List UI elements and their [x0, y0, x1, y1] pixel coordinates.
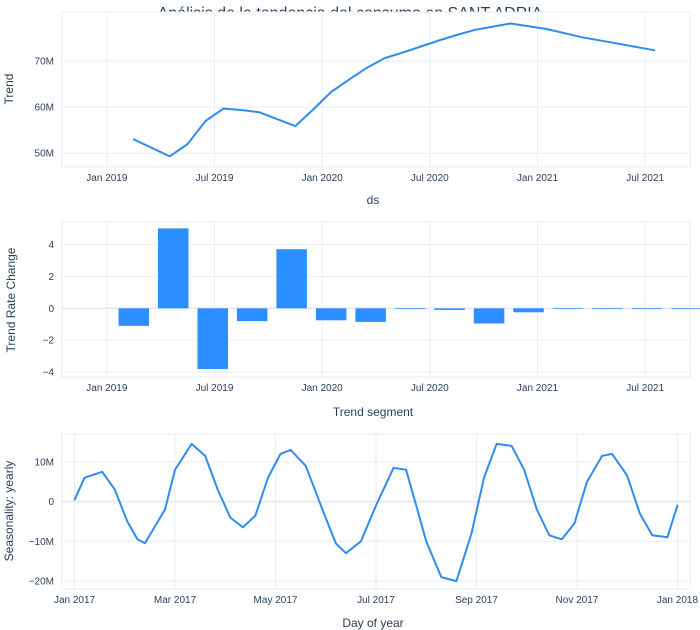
trend-rate-change-panel: Jan 2019 Jul 2019 Jan 2020 Jul 2020 Jan 2021… [4, 221, 700, 419]
x-tick-label: Jan 2018 [657, 595, 699, 606]
y-tick-label: 4 [48, 240, 54, 251]
trend-x-axis-label: ds [367, 193, 380, 207]
x-tick-label: Jan 2020 [302, 383, 344, 394]
trend-plot-area [61, 11, 691, 168]
y-tick-label: 2 [48, 272, 54, 283]
rate-change-bar [197, 308, 228, 369]
x-tick-label: Jul 2017 [357, 595, 395, 606]
rate-change-bar [236, 308, 268, 322]
y-tick-label: 0 [48, 497, 54, 508]
seasonality-yearly-line [73, 442, 679, 583]
trend-panel: Jan 2019 Jul 2019 Jan 2020 Jul 2020 Jan 2021… [2, 11, 691, 207]
rate-change-bar [671, 308, 700, 310]
y-tick-label: 10M [35, 457, 54, 468]
x-tick-label: Jul 2021 [626, 383, 664, 394]
rate-change-bar [118, 308, 149, 326]
rate-change-bar [394, 308, 426, 310]
y-tick-label: −20M [29, 577, 54, 588]
rate-change-bar [631, 308, 663, 310]
x-tick-label: Jul 2019 [196, 173, 234, 184]
rate-change-bar [315, 308, 347, 321]
x-tick-label: Jan 2020 [302, 173, 344, 184]
rate-change-bar [355, 308, 386, 322]
x-tick-label: Jan 2019 [86, 383, 128, 394]
x-tick-label: Jul 2020 [411, 173, 449, 184]
x-tick-label: Jan 2019 [86, 173, 128, 184]
rate-change-bar [434, 308, 465, 310]
trend-line [132, 22, 656, 158]
seasonality-y-axis-label: Seasonality: yearly [2, 461, 16, 562]
y-tick-label: −4 [43, 368, 55, 379]
rate-change-bar [592, 308, 623, 310]
x-tick-label: Sep 2017 [455, 595, 498, 606]
x-tick-label: Jul 2019 [196, 383, 234, 394]
x-tick-label: Jan 2021 [517, 173, 559, 184]
seasonality-panel: Jan 2017 Mar 2017 May 2017 Jul 2017 Sep 2017… [2, 433, 699, 630]
y-tick-label: −10M [29, 537, 54, 548]
rate-change-bar [158, 228, 189, 309]
y-tick-label: 50M [35, 149, 54, 160]
x-tick-label: Jul 2021 [626, 173, 664, 184]
x-tick-label: May 2017 [254, 595, 298, 606]
rate-change-bar [552, 308, 584, 310]
seasonality-x-axis-label: Day of year [342, 616, 403, 630]
x-tick-label: Nov 2017 [556, 595, 599, 606]
x-tick-label: Jan 2021 [517, 383, 559, 394]
rate-change-bar [513, 308, 544, 313]
rate-change-x-axis-label: Trend segment [333, 405, 414, 419]
rate-change-plot-area [61, 221, 691, 378]
rate-change-y-axis-label: Trend Rate Change [4, 247, 18, 352]
x-tick-label: Jul 2020 [411, 383, 449, 394]
x-tick-label: Mar 2017 [154, 595, 197, 606]
y-tick-label: 70M [35, 57, 54, 68]
y-tick-label: 0 [48, 304, 54, 315]
rate-change-bar [276, 249, 307, 309]
y-tick-label: 60M [35, 103, 54, 114]
rate-change-bar [473, 308, 505, 324]
x-tick-label: Jan 2017 [54, 595, 96, 606]
trend-y-axis-label: Trend [2, 74, 16, 105]
y-tick-label: −2 [43, 336, 55, 347]
